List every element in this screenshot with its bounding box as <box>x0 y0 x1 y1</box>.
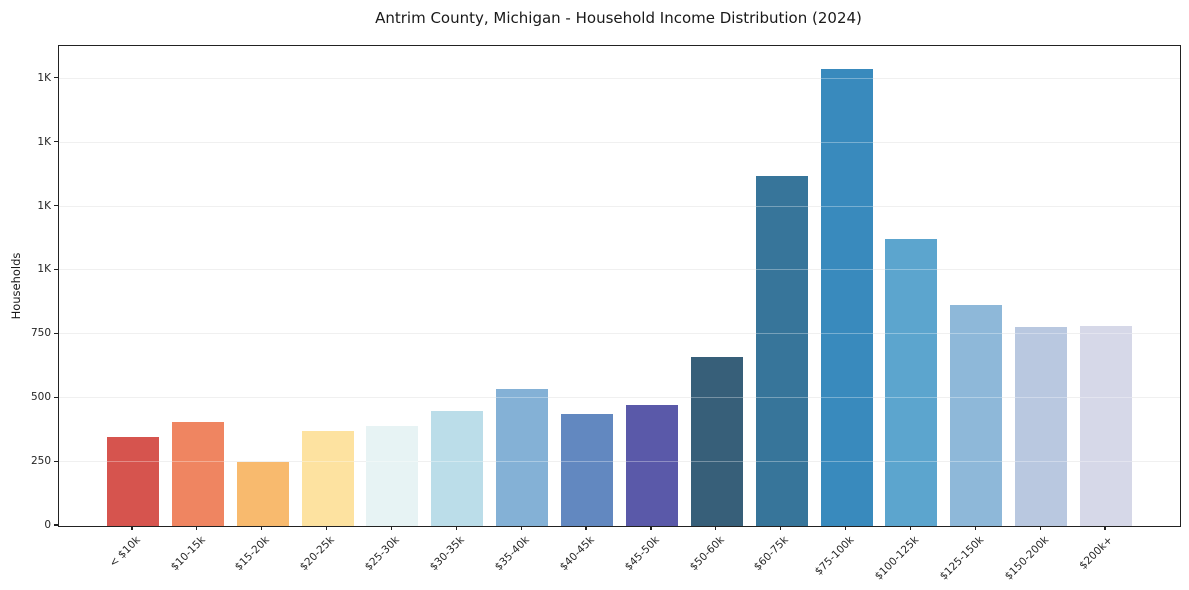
y-tick-label: 1K <box>37 135 51 148</box>
x-tick-mark <box>326 526 328 531</box>
y-tick-mark <box>54 524 58 526</box>
x-tick-label: < $10k <box>106 534 143 570</box>
x-tick-label: $10-15k <box>168 534 208 574</box>
x-tick-label: $125-150k <box>937 534 986 583</box>
x-tick-label: $50-60k <box>687 534 727 574</box>
gridline <box>59 141 1180 143</box>
x-tick-mark <box>390 526 393 531</box>
y-tick-mark <box>54 141 58 143</box>
x-tick-mark <box>974 526 976 531</box>
gridline <box>59 333 1180 335</box>
bar-200k <box>1080 325 1132 526</box>
x-tick-mark <box>1104 526 1106 531</box>
x-tick-label: $20-25k <box>298 534 338 574</box>
x-tick-label: $40-45k <box>557 534 597 574</box>
y-tick-label: 750 <box>30 327 51 340</box>
x-tick-mark <box>585 526 587 531</box>
x-tick-label: $200k+ <box>1077 534 1116 572</box>
x-tick-mark <box>715 526 717 531</box>
chart-title: Antrim County, Michigan - Household Inco… <box>375 9 862 27</box>
gridline <box>59 205 1180 207</box>
x-tick-label: $25-30k <box>362 534 402 574</box>
bar-25-30k <box>366 426 419 526</box>
y-axis-label: Households <box>9 252 23 320</box>
bar-75-100k <box>820 68 873 526</box>
x-tick-label: $30-35k <box>427 534 467 574</box>
y-tick-mark <box>54 268 58 270</box>
bar-45-50k <box>625 404 678 526</box>
bar-50-60k <box>690 357 743 526</box>
x-tick-mark <box>909 526 911 531</box>
bar-125-150k <box>950 304 1003 526</box>
bar-10k <box>107 436 159 526</box>
x-tick-mark <box>844 526 847 531</box>
gridline <box>59 397 1180 399</box>
x-tick-mark <box>261 526 263 531</box>
y-tick-mark <box>54 204 58 207</box>
x-tick-label: $15-20k <box>233 534 273 574</box>
x-tick-label: $35-40k <box>492 534 532 574</box>
y-tick-label: 0 <box>44 519 51 531</box>
x-tick-mark <box>650 526 652 531</box>
x-tick-mark <box>131 526 133 531</box>
y-tick-label: 1K <box>37 199 51 212</box>
bar-30-35k <box>431 411 484 526</box>
y-tick-label: 500 <box>30 391 51 404</box>
y-tick-label: 250 <box>30 455 51 468</box>
y-tick-mark <box>54 332 58 334</box>
bar-20-25k <box>301 431 354 526</box>
bar-10-15k <box>171 421 224 526</box>
x-tick-mark <box>1039 526 1041 531</box>
plot-area <box>58 45 1181 527</box>
bar-40-45k <box>561 413 614 526</box>
x-tick-mark <box>455 526 457 531</box>
x-tick-mark <box>520 526 522 531</box>
gridline <box>59 269 1180 271</box>
x-tick-label: $45-50k <box>622 534 662 574</box>
y-tick-label: 1K <box>37 71 51 84</box>
gridline <box>59 77 1180 79</box>
bar-60-75k <box>755 175 808 526</box>
bar-100-125k <box>885 238 938 526</box>
y-tick-mark <box>54 77 58 79</box>
x-tick-mark <box>196 526 198 531</box>
gridline <box>59 461 1180 463</box>
x-tick-label: $60-75k <box>752 534 792 574</box>
y-tick-label: 1K <box>37 263 51 276</box>
x-tick-label: $100-125k <box>872 534 921 583</box>
x-tick-label: $150-200k <box>1002 534 1051 583</box>
y-tick-mark <box>54 460 58 462</box>
bar-35-40k <box>496 389 549 526</box>
bar-15-20k <box>236 462 289 526</box>
x-tick-label: $75-100k <box>812 534 857 578</box>
x-tick-mark <box>780 526 782 531</box>
y-tick-mark <box>54 396 58 398</box>
bar-150-200k <box>1015 327 1068 526</box>
